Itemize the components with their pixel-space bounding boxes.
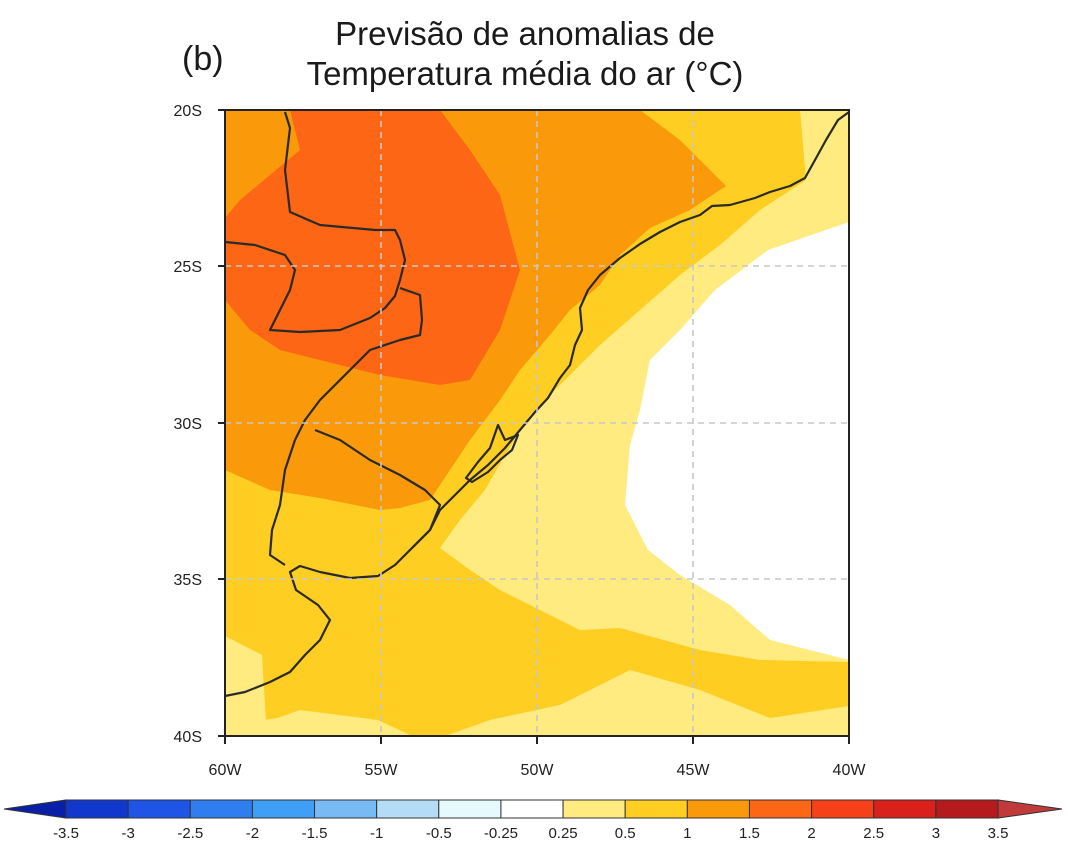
lagoa-dos-patos [464, 423, 520, 484]
y-tick-40s: 40S [174, 729, 202, 746]
colorbar-label: -1 [370, 825, 383, 842]
colorbar-box [748, 799, 813, 819]
colorbar-box [935, 799, 999, 819]
x-tick-45w: 45W [677, 762, 711, 779]
colorbar-label: 0.5 [615, 825, 636, 842]
border-uruguay [314, 428, 442, 549]
y-tick-35s: 35S [174, 572, 202, 589]
x-tick-marks [224, 736, 850, 744]
title-line-2: Temperatura média do ar (°C) [306, 55, 744, 92]
colorbar-box [811, 799, 875, 819]
colorbar-box [65, 799, 129, 819]
colorbar-box [127, 799, 191, 819]
border-paraguay [225, 111, 407, 334]
colorbar-box [500, 799, 564, 819]
colorbar-box [189, 799, 253, 819]
colorbar-box [562, 799, 626, 819]
x-tick-50w: 50W [521, 762, 555, 779]
colorbar-box [251, 799, 316, 819]
panel-label: (b) [182, 40, 224, 78]
colorbar-label: -0.5 [426, 825, 452, 842]
y-tick-25s: 25S [174, 259, 202, 276]
colorbar-label: 0.25 [548, 825, 577, 842]
grid [225, 110, 849, 736]
atlantic-coast [225, 111, 849, 698]
colorbar-label: 2 [807, 825, 815, 842]
border-argentina-brazil [294, 286, 424, 441]
chart-title: Previsão de anomalias de Temperatura méd… [230, 14, 820, 94]
coastline [225, 111, 849, 698]
colorbar-label: 3 [932, 825, 940, 842]
colorbar-label: -2 [246, 825, 259, 842]
colorbar-label: -1.5 [302, 825, 328, 842]
colorbar-box [314, 799, 378, 819]
contour-band-1-notch [225, 110, 300, 218]
colorbar-label: -3 [121, 825, 134, 842]
contour-band-15 [225, 110, 520, 385]
title-line-1: Previsão de anomalias de [335, 15, 715, 52]
colorbar-label: 1 [683, 825, 691, 842]
colorbar-arrow-right [997, 799, 1063, 819]
colorbar-label: -2.5 [177, 825, 203, 842]
x-tick-60w: 60W [209, 762, 243, 779]
colorbar-box [376, 799, 440, 819]
colorbar-label: -0.25 [484, 825, 518, 842]
y-tick-marks [218, 109, 225, 737]
x-tick-labels: 60W 55W 50W 45W 40W [209, 762, 867, 779]
colorbar-arrow-left [3, 799, 67, 819]
colorbar-label: -3.5 [53, 825, 79, 842]
colorbar: -3.5 -3 -2.5 -2 -1.5 -1 -0.5 -0.25 0.25 0.5 1 1.5 2 2… [3, 799, 1063, 842]
colorbar-box [438, 799, 502, 819]
colorbar-label: 1.5 [739, 825, 760, 842]
colorbar-box [624, 799, 688, 819]
colorbar-box [686, 799, 750, 819]
colorbar-box [873, 799, 937, 819]
x-tick-40w: 40W [833, 762, 867, 779]
colorbar-label: 3.5 [988, 825, 1009, 842]
y-tick-30s: 30S [174, 416, 202, 433]
y-tick-labels: 20S 25S 30S 35S 40S [174, 103, 202, 746]
x-tick-55w: 55W [365, 762, 399, 779]
border-uruguay-west [268, 439, 297, 566]
y-tick-20s: 20S [174, 103, 202, 120]
colorbar-label: 2.5 [863, 825, 884, 842]
